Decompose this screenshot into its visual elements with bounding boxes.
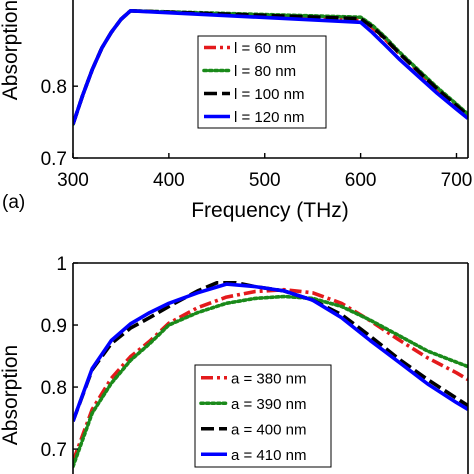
legend-panel-b: a = 380 nm a = 390 nm a = 400 nm a = 410 nm [194, 364, 332, 468]
legend-label: l = 80 nm [234, 63, 296, 80]
x-tick-label: 400 [153, 170, 185, 191]
series-line-b-3 [73, 282, 468, 422]
y-tick-label: 0.8 [41, 378, 67, 399]
y-tick-label: 0.7 [41, 149, 67, 170]
chart-panel-a: 0.7 0.8 300 400 500 600 700 l = 60 nm l = 80 nm… [0, 0, 472, 222]
legend-label: l = 60 nm [234, 40, 296, 57]
y-axis-title: Absorption [0, 0, 22, 100]
y-tick-label: 0.8 [41, 77, 67, 98]
y-tick-label: 1 [56, 254, 67, 275]
legend-label: l = 120 nm [234, 109, 304, 126]
legend-box [194, 364, 332, 468]
legend-label: a = 400 nm [231, 421, 306, 438]
legend-label: l = 100 nm [234, 86, 304, 103]
panel-tag: (a) [2, 192, 25, 213]
legend-box [197, 35, 327, 129]
x-tick-label: 700 [441, 170, 473, 191]
legend-panel-a: l = 60 nm l = 80 nm l = 100 nm l = 120 nm [197, 35, 327, 129]
chart-panel-b: 0.7 0.8 0.9 1 a = 380 nm a = 390 nm a = 400 n… [0, 254, 469, 474]
series-line-b-0 [73, 287, 468, 463]
y-tick-label: 0.9 [41, 316, 67, 337]
y-axis-title: Absorption [0, 345, 22, 445]
x-tick-label: 600 [345, 170, 377, 191]
legend-label: a = 410 nm [231, 447, 306, 464]
series-line-b-1 [73, 294, 468, 469]
x-tick-label: 300 [57, 170, 89, 191]
x-tick-label: 500 [249, 170, 281, 191]
series-line-a-3 [73, 9, 468, 125]
legend-label: a = 390 nm [231, 396, 306, 413]
y-tick-label: 0.7 [41, 440, 67, 461]
legend-label: a = 380 nm [231, 370, 306, 387]
x-axis-title: Frequency (THz) [191, 199, 349, 222]
